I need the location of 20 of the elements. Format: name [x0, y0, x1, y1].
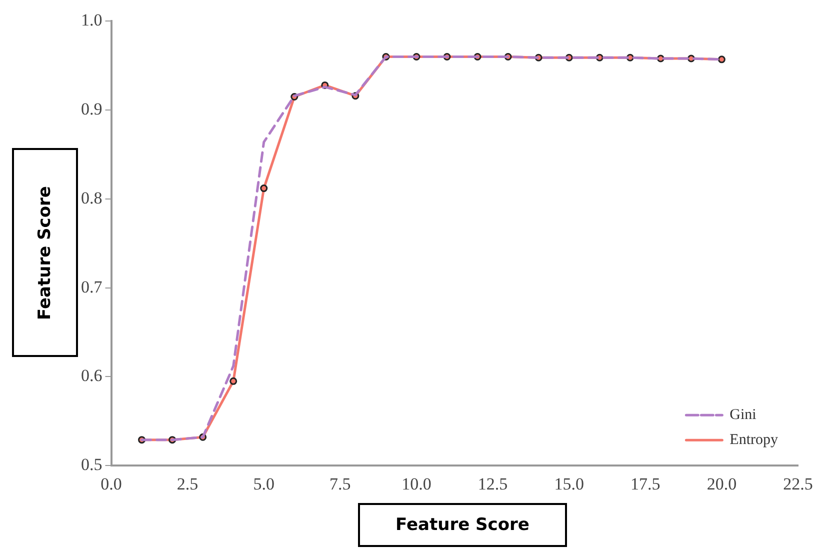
x-axis-title: Feature Score: [358, 503, 567, 547]
x-tick-label: 7.5: [330, 474, 351, 494]
y-tick-label: 0.6: [81, 366, 102, 386]
x-tick-label: 15.0: [554, 474, 584, 494]
x-tick-label: 10.0: [402, 474, 432, 494]
y-tick-label: 0.9: [81, 100, 102, 119]
y-tick-label: 0.5: [81, 455, 102, 474]
x-tick-label: 17.5: [630, 474, 660, 494]
x-tick-label: 12.5: [478, 474, 508, 494]
y-tick-label: 0.8: [81, 188, 102, 208]
x-tick-label: 20.0: [706, 474, 737, 494]
x-tick-label: 0.0: [100, 474, 122, 494]
x-tick-label: 2.5: [176, 474, 198, 494]
legend-label: Gini: [730, 407, 756, 424]
x-tick-label: 22.5: [783, 474, 813, 494]
y-tick-label: 0.7: [81, 277, 103, 296]
x-tick-label: 5.0: [253, 474, 274, 494]
legend-label: Entropy: [730, 432, 778, 448]
y-tick-label: 1.0: [81, 10, 102, 30]
y-axis-title: Feature Score: [35, 186, 55, 320]
